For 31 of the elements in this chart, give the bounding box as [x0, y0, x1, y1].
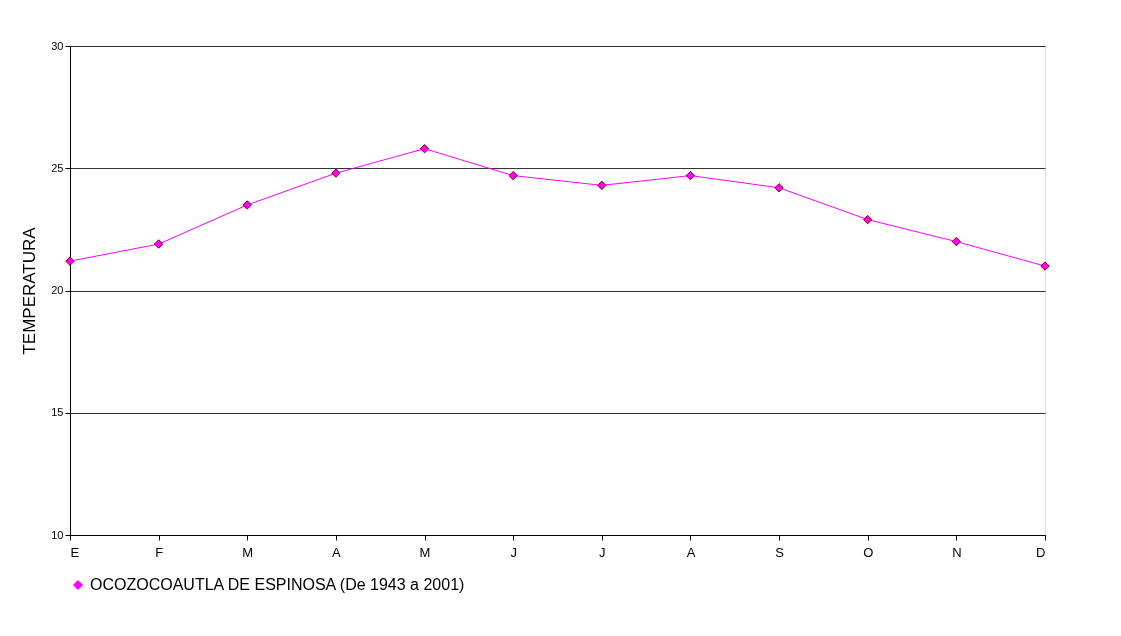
y-tick-label: 25 [51, 161, 64, 174]
point [419, 144, 430, 154]
point [685, 170, 696, 181]
y-tick-label: 30 [51, 39, 64, 52]
x-tick-label: A [686, 544, 696, 560]
x-tick-label: M [242, 544, 254, 560]
x-tick-label: O [863, 544, 874, 560]
point [508, 170, 518, 181]
point [863, 214, 873, 225]
x-tick-label: D [1036, 544, 1046, 560]
point [774, 183, 784, 193]
y-axis-title: TEMPERATURA [20, 226, 40, 355]
point [65, 256, 75, 266]
y-tick-label: 20 [51, 284, 64, 296]
point [951, 236, 962, 247]
x-tick-label: F [155, 544, 164, 560]
y-tick-label: 15 [51, 406, 64, 419]
x-tick-label: J [510, 544, 517, 560]
x-tick-label: M [419, 544, 431, 560]
x-tick-label: N [952, 544, 962, 560]
x-tick-label: A [332, 544, 342, 560]
x-tick-label: E [70, 544, 80, 560]
point [153, 239, 164, 249]
point [597, 180, 607, 191]
legend-label: OCOZOCOAUTLA DE ESPINOSA (De 1943 a 2001) [90, 576, 465, 593]
x-tick-label: S [775, 544, 785, 560]
point [242, 200, 252, 210]
point [331, 168, 341, 178]
point [1040, 261, 1050, 271]
y-tick-label: 10 [51, 528, 64, 541]
x-tick-label: J [599, 544, 606, 560]
